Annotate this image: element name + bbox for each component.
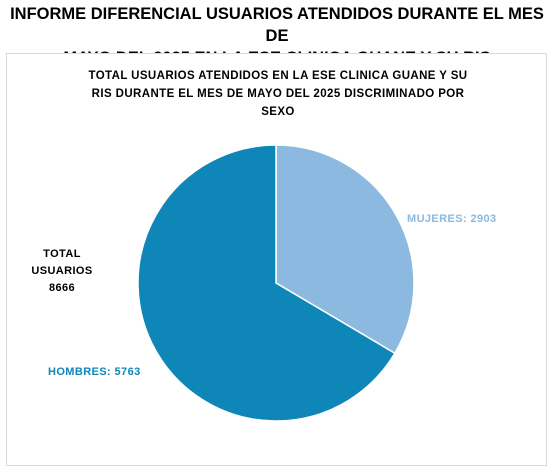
- report-title-line-1: INFORME DIFERENCIAL USUARIOS ATENDIDOS D…: [10, 5, 544, 45]
- chart-title-line-3: SEXO: [261, 106, 295, 118]
- chart-title: TOTAL USUARIOS ATENDIDOS EN LA ESE CLINI…: [50, 67, 506, 121]
- pie-chart: [137, 144, 415, 422]
- total-label-line-2: USUARIOS: [31, 265, 93, 277]
- pie-slice-mujeres: [275, 144, 415, 355]
- slice-label-hombres: HOMBRES: 5763: [48, 366, 141, 378]
- total-users-label: TOTAL USUARIOS 8666: [29, 246, 95, 297]
- chart-title-line-1: TOTAL USUARIOS ATENDIDOS EN LA ESE CLINI…: [88, 70, 468, 82]
- chart-title-line-2: RIS DURANTE EL MES DE MAYO DEL 2025 DISC…: [91, 88, 465, 100]
- chart-area: TOTAL USUARIOS ATENDIDOS EN LA ESE CLINI…: [6, 53, 547, 466]
- slice-label-mujeres: MUJERES: 2903: [407, 213, 497, 225]
- total-label-line-3: 8666: [48, 282, 76, 294]
- total-label-line-1: TOTAL: [43, 248, 81, 260]
- pie-slice-hombres: [137, 144, 396, 422]
